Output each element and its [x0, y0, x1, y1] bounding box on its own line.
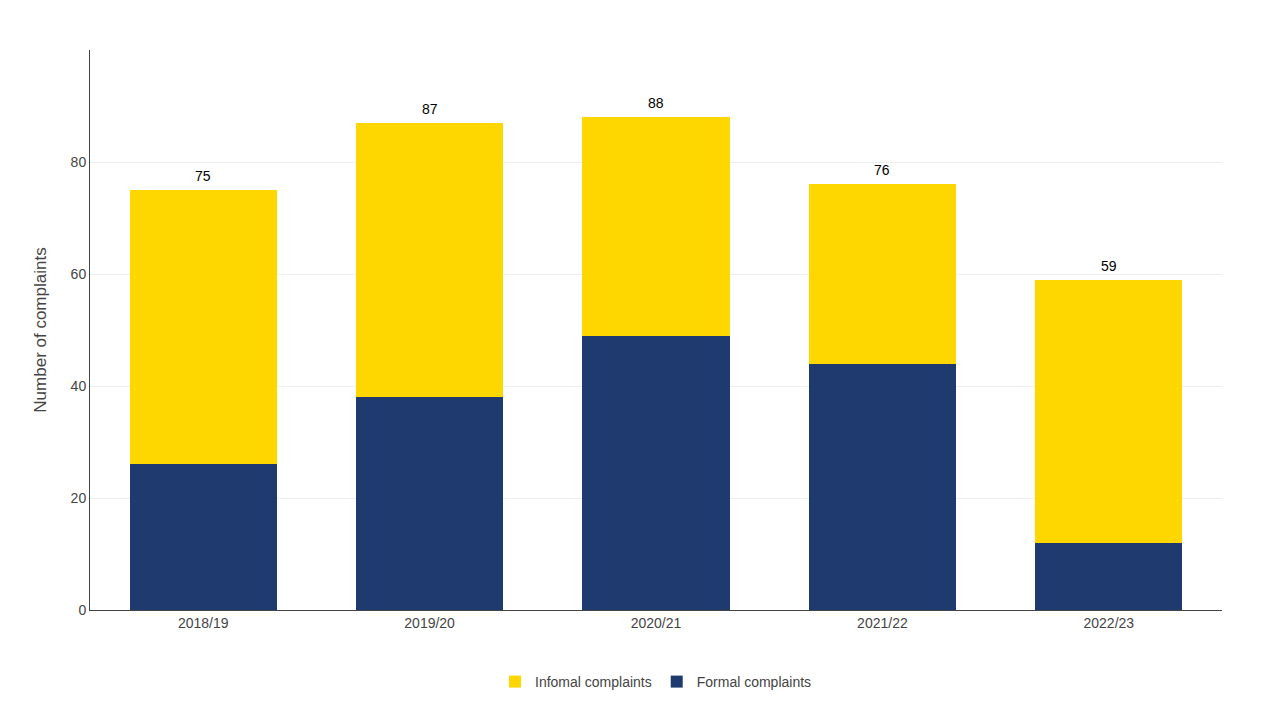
svg-text:59: 59	[1101, 258, 1117, 274]
svg-text:87: 87	[422, 101, 438, 117]
svg-text:40: 40	[71, 378, 87, 394]
svg-text:2018/19: 2018/19	[178, 615, 229, 631]
svg-text:2022/23: 2022/23	[1083, 615, 1134, 631]
svg-text:Formal complaints: Formal complaints	[697, 674, 811, 690]
svg-text:60: 60	[71, 266, 87, 282]
svg-text:76: 76	[874, 162, 890, 178]
svg-text:2020/21: 2020/21	[631, 615, 682, 631]
svg-text:75: 75	[195, 168, 211, 184]
svg-text:Infomal complaints: Infomal complaints	[535, 674, 652, 690]
svg-text:88: 88	[648, 95, 664, 111]
svg-text:2019/20: 2019/20	[404, 615, 455, 631]
svg-text:20: 20	[71, 490, 87, 506]
svg-text:80: 80	[71, 154, 87, 170]
svg-text:2021/22: 2021/22	[857, 615, 908, 631]
svg-text:Number of complaints: Number of complaints	[31, 247, 50, 412]
svg-text:0: 0	[78, 602, 86, 618]
